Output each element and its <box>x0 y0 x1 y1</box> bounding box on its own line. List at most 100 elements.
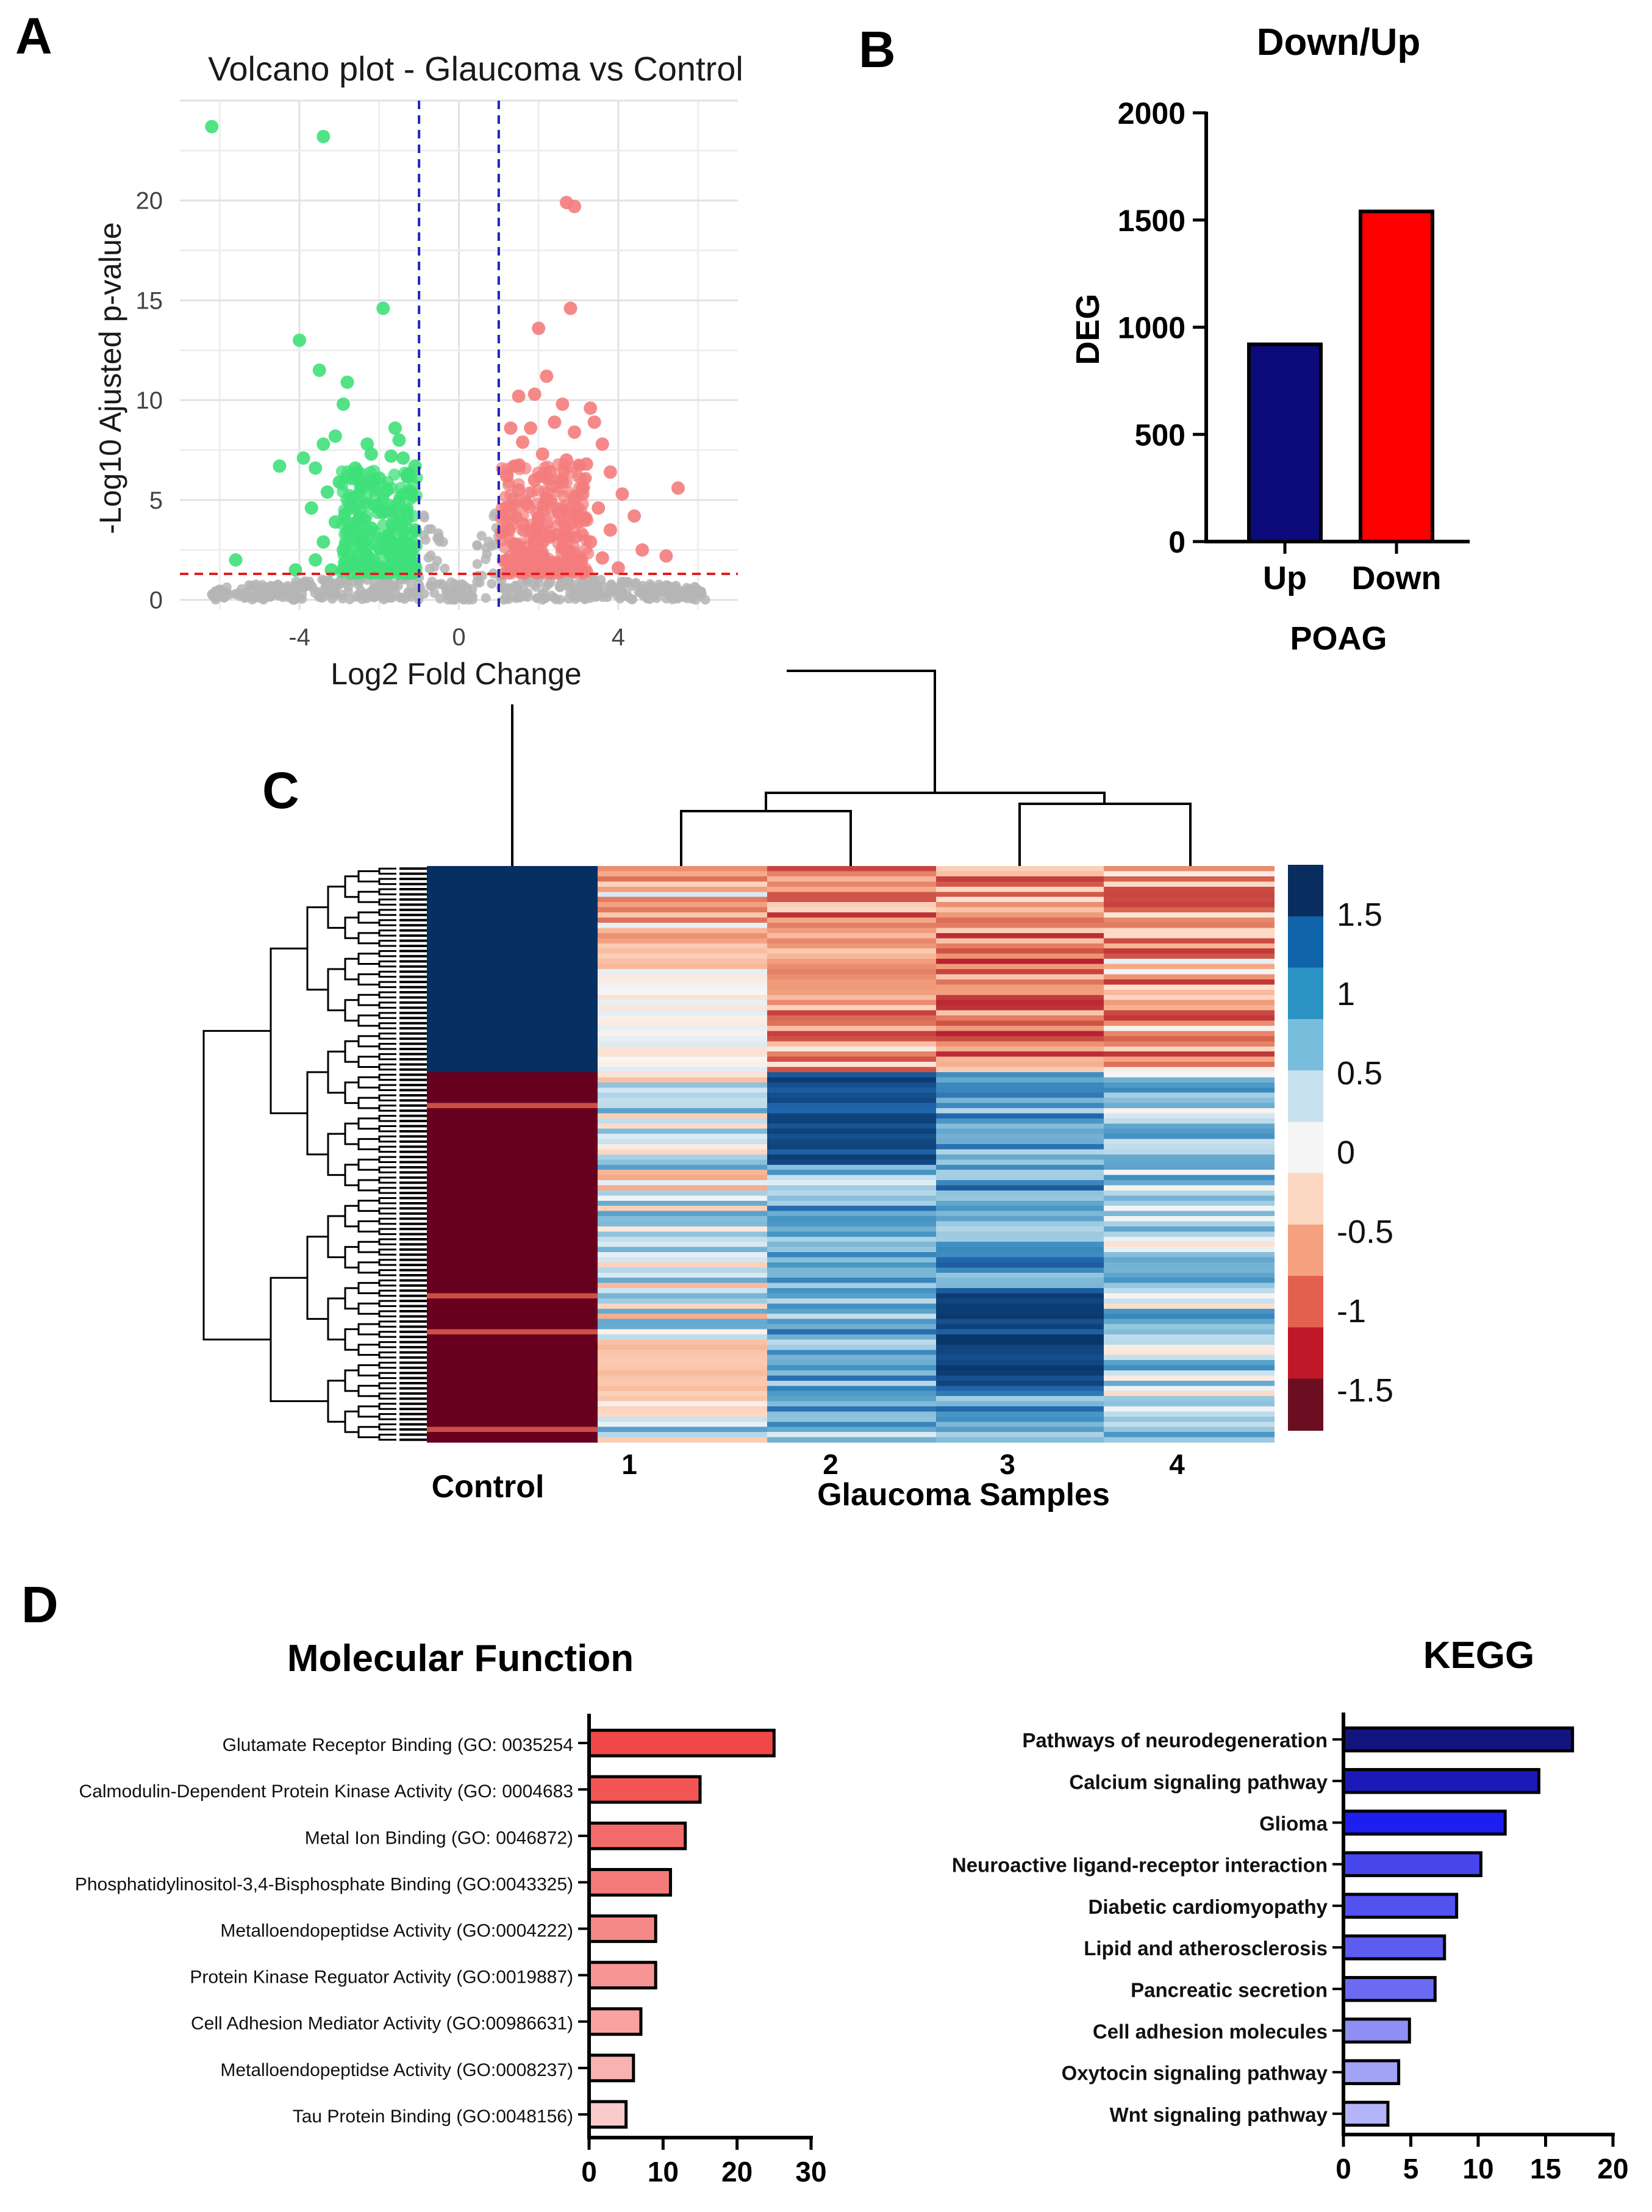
heatmap-cell-control <box>427 902 598 908</box>
heatmap-column-label: 4 <box>1169 1448 1185 1480</box>
heatmap-column-label: 2 <box>823 1448 839 1480</box>
volcano-point-down <box>229 553 243 567</box>
volcano-point-down <box>356 533 370 547</box>
heatmap-cell <box>1104 1360 1275 1366</box>
heatmap-cell-control <box>427 1355 598 1361</box>
heatmap-cell <box>598 1236 767 1242</box>
heatmap-cell <box>1104 1144 1275 1150</box>
volcano-point-up <box>603 523 617 537</box>
heatmap-cell <box>767 1175 936 1181</box>
volcano-point-up <box>504 507 518 521</box>
volcano-point-ns <box>529 579 539 590</box>
heatmap-cell <box>936 979 1104 985</box>
kegg-bar <box>1342 2100 1390 2127</box>
heatmap-cell <box>936 1236 1104 1242</box>
heatmap-cell <box>1104 1293 1275 1299</box>
heatmap-cell <box>598 1041 767 1047</box>
heatmap-cell <box>767 1283 936 1289</box>
heatmap-cell <box>1104 1082 1275 1088</box>
heatmap-cell <box>767 1216 936 1222</box>
volcano-point-up <box>499 469 513 483</box>
heatmap-cell-control <box>427 1267 598 1273</box>
heatmap-cell <box>936 1020 1104 1026</box>
volcano-point-down <box>356 479 370 493</box>
heatmap-cell <box>1104 1437 1275 1443</box>
heatmap-cell <box>598 1118 767 1124</box>
heatmap-cell <box>1104 1365 1275 1371</box>
heatmap-cell <box>598 1298 767 1304</box>
volcano-point-ns <box>476 531 487 541</box>
heatmap-cell <box>1104 1113 1275 1119</box>
heatmap-cell-control <box>427 1067 598 1073</box>
heatmap-cell <box>767 1298 936 1304</box>
kegg-bar <box>1342 1809 1507 1836</box>
kegg-category-label: Wnt signaling pathway <box>1109 2103 1328 2126</box>
volcano-point-up <box>557 465 570 478</box>
heatmap-cell <box>598 1432 767 1438</box>
heatmap-cell-control <box>427 1426 598 1433</box>
heatmap-cell <box>767 1159 936 1165</box>
heatmap-cell <box>598 1386 767 1392</box>
heatmap-cell <box>767 1113 936 1119</box>
heatmap-cell <box>1104 1211 1275 1217</box>
heatmap-cell <box>598 928 767 934</box>
heatmap-cell <box>598 1092 767 1098</box>
heatmap-cell <box>1104 959 1275 965</box>
volcano-point-up <box>535 447 549 461</box>
heatmap-cell <box>936 1010 1104 1016</box>
heatmap-cell <box>767 1020 936 1026</box>
heatmap-cell <box>767 1350 936 1356</box>
kegg-category-label: Glioma <box>1259 1813 1328 1835</box>
heatmap-cell <box>598 938 767 944</box>
volcano-point-ns <box>389 579 399 590</box>
volcano-point-up <box>556 475 570 489</box>
heatmap-cell <box>1104 948 1275 954</box>
mf-bar <box>587 1961 657 1990</box>
heatmap-cell <box>936 1051 1104 1058</box>
heatmap-cell <box>1104 984 1275 990</box>
mf-x-tick: 10 <box>648 2156 679 2188</box>
heatmap-legend-tick: -0.5 <box>1337 1214 1393 1250</box>
volcano-point-up <box>546 480 559 493</box>
heatmap-cell <box>767 1329 936 1335</box>
heatmap-cell-control <box>427 1031 598 1037</box>
heatmap-cell-control <box>427 1329 598 1335</box>
heatmap-cell <box>598 995 767 1001</box>
heatmap-cell-control <box>427 1370 598 1376</box>
heatmap-cell <box>767 1226 936 1232</box>
volcano-point-ns <box>426 550 436 560</box>
heatmap-cell <box>1104 1231 1275 1237</box>
heatmap-cell <box>767 1206 936 1212</box>
heatmap-cell <box>598 974 767 980</box>
heatmap-cell <box>767 917 936 923</box>
heatmap-cell <box>936 1062 1104 1068</box>
heatmap-cell-control <box>427 1375 598 1381</box>
heatmap-cell <box>767 974 936 980</box>
heatmap-cell <box>598 1221 767 1227</box>
volcano-point-down <box>392 555 406 569</box>
heatmap-cell <box>1104 886 1275 892</box>
heatmap-cell <box>767 922 936 928</box>
heatmap-cell-control <box>427 1139 598 1145</box>
volcano-point-ns <box>432 556 443 566</box>
heatmap-cell <box>936 1319 1104 1325</box>
heatmap-cell <box>1104 1344 1275 1350</box>
heatmap-cell <box>598 953 767 959</box>
kegg-bar <box>1342 2059 1401 2085</box>
volcano-point-up <box>548 415 562 429</box>
mf-bar <box>587 2007 643 2036</box>
heatmap-cell-control <box>427 1164 598 1170</box>
deg-bar-down <box>1359 209 1434 543</box>
volcano-point-ns <box>370 578 380 588</box>
heatmap-cell <box>936 1036 1104 1042</box>
heatmap-cell <box>1104 1000 1275 1006</box>
kegg-bar <box>1342 1976 1437 2002</box>
volcano-point-ns <box>403 587 413 598</box>
kegg-bar <box>1342 1934 1446 1961</box>
heatmap-cell <box>936 892 1104 898</box>
heatmap-cell-control <box>427 1221 598 1227</box>
heatmap-cell <box>598 1278 767 1284</box>
heatmap-cell <box>936 1211 1104 1217</box>
heatmap-cell <box>1104 1355 1275 1361</box>
heatmap-cell <box>1104 1272 1275 1278</box>
